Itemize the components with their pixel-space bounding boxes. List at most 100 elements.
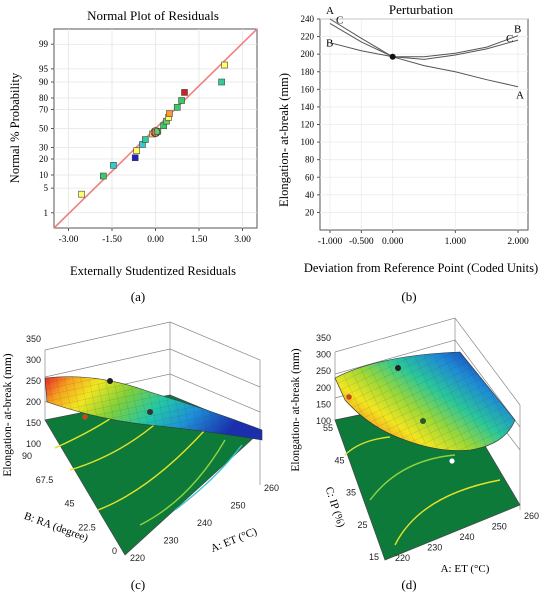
x-tick-label: -3.00 (59, 235, 79, 245)
series-label: B (326, 38, 333, 50)
tick-label: 90 (22, 451, 32, 461)
tick-label: 260 (524, 511, 539, 521)
residual-point (218, 78, 225, 86)
x-tick-label: -1.000 (318, 237, 343, 247)
y-tick-label: 180 (301, 67, 315, 77)
tick-label: 45 (334, 455, 344, 465)
floor-contours (344, 436, 501, 546)
panel-label-c: (c) (131, 577, 145, 592)
residual-point (221, 61, 228, 69)
tick-label: 67.5 (36, 475, 54, 485)
tick-label: 22.5 (78, 522, 96, 532)
tick-label: 250 (492, 522, 507, 532)
y-tick-label: 80 (39, 93, 49, 103)
y-tick-label: 50 (39, 124, 49, 134)
tick-label: 300 (26, 355, 41, 365)
panel-label-d: (d) (401, 577, 416, 592)
y-tick-label: 70 (39, 104, 49, 114)
y-tick-label: 5 (44, 183, 49, 193)
perturbation-panel: Perturbation -1.000 -0.500 0.000 1.000 2.000… (277, 2, 538, 304)
residual-point (78, 190, 85, 198)
tick-label: 25 (357, 520, 367, 530)
tick-label: 0 (112, 546, 117, 556)
residual-point (133, 147, 140, 155)
x-tick-label: -0.500 (349, 237, 374, 247)
design-point (147, 409, 153, 415)
residual-point (166, 110, 173, 117)
x-tick-label: 1.000 (445, 237, 467, 247)
design-points (346, 365, 455, 464)
chart-title: Normal Plot of Residuals (87, 8, 219, 23)
tick-label: 350 (316, 333, 331, 343)
y-tick-label: 80 (305, 155, 315, 165)
chart-title: Perturbation (389, 2, 454, 17)
surface-mesh (335, 352, 515, 451)
y-tick-label: 1 (44, 208, 49, 218)
y-tick-label: 60 (305, 172, 315, 182)
y-tick-label: 40 (305, 190, 315, 200)
residual-point (173, 104, 181, 111)
x-tick-label: 3.00 (234, 235, 251, 245)
x-axis-label: A: ET (°C) (209, 525, 259, 555)
design-point (449, 458, 455, 464)
surface-plot-c: 100 150 200 250 300 350 220 230 240 250 260 0 22.5… (2, 321, 279, 592)
x-axis-label: Externally Studentized Residuals (70, 264, 236, 278)
tick-label: 250 (316, 366, 331, 376)
residual-point (181, 89, 188, 96)
y-tick-label: 220 (301, 32, 315, 42)
design-point (82, 414, 88, 420)
y-tick-label: 240 (301, 14, 315, 24)
x-tick-label: 0.00 (147, 235, 164, 245)
design-point (107, 378, 113, 384)
residual-point (110, 162, 117, 169)
residual-point (178, 97, 185, 104)
x-tick-label: 0.000 (382, 237, 404, 247)
y-tick-label: 99 (39, 39, 49, 49)
series-end-label: A (516, 90, 524, 102)
tick-label: 200 (26, 397, 41, 407)
residual-point (131, 154, 139, 162)
x-tick-label: 1.50 (191, 235, 208, 245)
series-line-c (329, 22, 519, 60)
design-point (346, 394, 352, 400)
design-point (395, 365, 401, 371)
x-tick-label: -1.50 (102, 235, 122, 245)
tick-label: 100 (26, 439, 41, 449)
series-line-a (329, 18, 519, 88)
y-axis-label: C: IP (%) (323, 485, 347, 529)
tick-label: 100 (316, 416, 331, 426)
tick-label: 350 (26, 334, 41, 344)
z-axis-label: Elongation- at-break (mm) (2, 353, 14, 476)
y-tick-label: 200 (301, 49, 315, 59)
y-tick-label: 100 (301, 137, 315, 147)
y-tick-label: 140 (301, 102, 315, 112)
y-tick-label: 20 (39, 154, 49, 164)
normal-plot-panel: Normal Plot of Residuals -3.00 -1.50 0.00 1… (8, 8, 258, 304)
tick-label: 220 (130, 553, 145, 563)
tick-label: 230 (427, 543, 442, 553)
tick-label: 240 (197, 518, 212, 528)
series-label: C (336, 14, 343, 26)
center-marker (150, 127, 161, 138)
tick-label: 35 (346, 488, 356, 498)
tick-label: 150 (316, 399, 331, 409)
y-tick-label: 90 (39, 77, 49, 87)
x-tick-label: 2.000 (507, 237, 529, 247)
x-axis-label: Deviation from Reference Point (Coded Un… (304, 261, 538, 275)
y-tick-label: 30 (39, 143, 49, 153)
y-tick-label: 120 (301, 120, 315, 130)
tick-label: 150 (26, 418, 41, 428)
y-axis-label: Normal % Probability (8, 72, 22, 183)
tick-label: 250 (231, 501, 246, 511)
x-axis-label: A: ET (°C) (441, 563, 490, 575)
tick-label: 15 (369, 552, 379, 562)
tick-label: 240 (460, 532, 475, 542)
y-tick-label: 20 (305, 207, 315, 217)
design-point (420, 418, 426, 424)
y-tick-label: 160 (301, 84, 315, 94)
tick-label: 220 (395, 553, 410, 563)
z-axis-label: Elongation- at-break (mm) (290, 348, 302, 471)
design-points (82, 378, 153, 420)
panel-label-a: (a) (131, 289, 145, 304)
